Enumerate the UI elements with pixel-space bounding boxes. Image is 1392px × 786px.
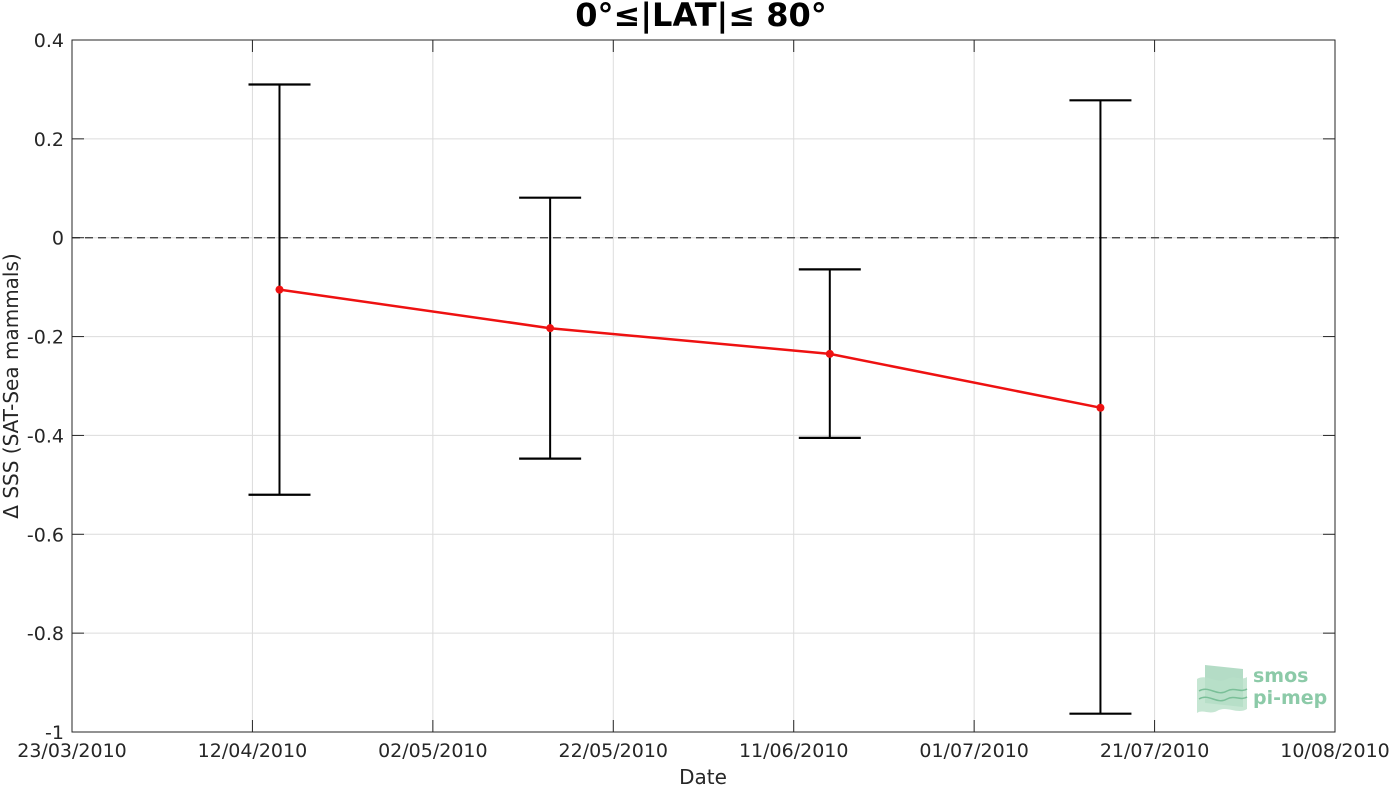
x-tick-label: 10/08/2010	[1280, 740, 1390, 762]
y-tick-label: -0.4	[27, 425, 64, 447]
x-tick-label: 23/03/2010	[17, 740, 127, 762]
plot-area	[72, 40, 1335, 732]
series-line	[279, 288, 1101, 409]
data-point	[825, 349, 834, 358]
x-tick-label: 11/06/2010	[739, 740, 849, 762]
y-axis-label: Δ SSS (SAT-Sea mammals)	[0, 253, 23, 518]
y-tick-label: -1	[45, 722, 64, 744]
x-tick-label: 02/05/2010	[378, 740, 488, 762]
logo-wave-icon-4	[1198, 696, 1248, 702]
x-tick-label: 22/05/2010	[559, 740, 669, 762]
chart-title: 0°≤|LAT|≤ 80°	[575, 0, 826, 35]
logo-line2: pi-mep	[1253, 687, 1327, 709]
plot-frame	[71, 39, 1336, 733]
logo-wave-icon-2	[1197, 677, 1247, 713]
data-point	[546, 324, 555, 333]
x-axis-label: Date	[679, 765, 727, 786]
series	[275, 285, 1105, 412]
y-tick-label: -0.6	[27, 524, 64, 546]
logo-line1: smos	[1253, 665, 1308, 687]
y-tick-label: -0.8	[27, 623, 64, 645]
data-point	[1096, 403, 1105, 412]
smos-pimep-logo: smos pi-mep	[1197, 665, 1327, 713]
y-tick-label: -0.2	[27, 327, 64, 349]
x-tick-label: 21/07/2010	[1100, 740, 1210, 762]
y-tick-label: 0	[52, 228, 64, 250]
x-tick-label: 01/07/2010	[919, 740, 1029, 762]
logo-wave-icon-3	[1198, 688, 1248, 694]
y-tick-label: 0.2	[34, 129, 64, 151]
x-tick-label: 12/04/2010	[198, 740, 308, 762]
x-tick-labels: 23/03/2010 12/04/2010 02/05/2010 22/05/2010…	[17, 740, 1390, 762]
data-point	[275, 285, 284, 294]
ticks	[71, 39, 1336, 733]
y-tick-labels: -1 -0.8 -0.6 -0.4 -0.2 0 0.2 0.4	[27, 30, 64, 744]
y-tick-label: 0.4	[34, 30, 64, 52]
